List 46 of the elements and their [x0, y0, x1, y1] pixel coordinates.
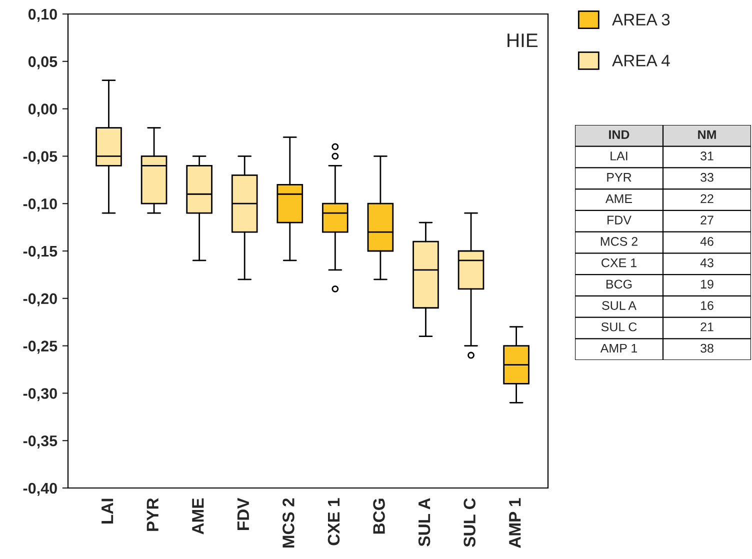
y-tick-label: 0,05 — [28, 56, 58, 70]
category-label: CXE 1 — [602, 258, 636, 268]
x-tick-label: FDV — [237, 498, 249, 530]
data-label: 22 — [700, 194, 714, 204]
x-tick-label: PYR — [146, 498, 158, 531]
data-label: 27 — [700, 216, 714, 224]
category-label: LAI — [610, 152, 628, 160]
x-tick-label: SUL A — [418, 498, 430, 546]
y-tick-label: -0,10 — [23, 198, 57, 212]
x-tick-label: SUL C — [464, 498, 476, 547]
data-label: 16 — [701, 301, 714, 310]
data-label: 38 — [700, 344, 714, 353]
category-label: AMP 1 — [600, 344, 638, 353]
text: NM — [698, 130, 716, 139]
category-label: AME — [605, 194, 632, 204]
y-tick-label: -0,20 — [23, 293, 57, 306]
y-tick-label: 0,10 — [28, 8, 57, 22]
text: IND — [609, 130, 630, 139]
annotation: HIE — [508, 34, 538, 48]
data-label: 19 — [701, 280, 714, 289]
x-tick-label: MCS 2 — [282, 498, 294, 548]
x-tick-label: AME — [192, 498, 204, 534]
category-label: MCS 2 — [600, 237, 638, 246]
y-tick-label: -0,15 — [23, 246, 58, 259]
data-label: 43 — [700, 258, 714, 268]
category-label: BCG — [606, 280, 632, 289]
y-tick-label: -0,05 — [23, 151, 58, 164]
legend-label: AREA 3 — [612, 14, 670, 26]
data-label: 31 — [700, 152, 714, 160]
category-label: FDV — [608, 216, 632, 224]
legend-label: AREA 4 — [612, 54, 670, 66]
x-tick-label: AMP 1 — [509, 498, 521, 548]
data-label: 33 — [700, 172, 714, 182]
x-tick-label: BCG — [373, 498, 385, 534]
category-label: SUL A — [602, 301, 636, 310]
x-tick-label: LAI — [102, 498, 114, 524]
x-tick-label: CXE 1 — [328, 498, 340, 546]
y-tick-label: -0,25 — [23, 340, 58, 354]
category-label: PYR — [607, 173, 632, 182]
y-tick-label: 0,00 — [28, 104, 57, 117]
category-label: SUL C — [601, 322, 637, 332]
y-tick-label: -0,30 — [23, 388, 57, 402]
y-tick-label: -0,35 — [23, 435, 58, 448]
y-tick-label: -0,40 — [23, 482, 57, 496]
data-label: 46 — [700, 237, 714, 246]
data-label: 21 — [700, 322, 714, 332]
